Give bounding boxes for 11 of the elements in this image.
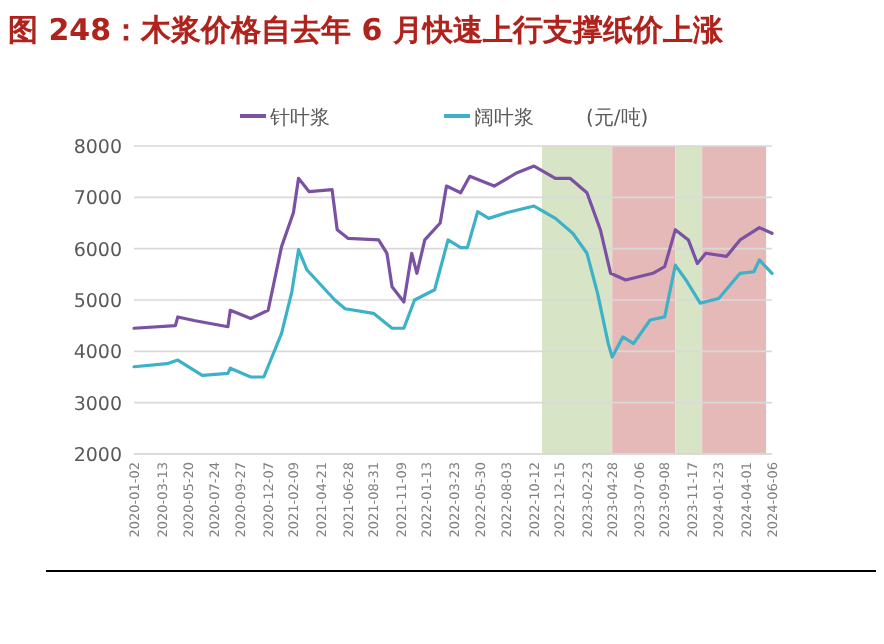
- y-tick-label: 2000: [73, 445, 122, 467]
- title: 图 248：木浆价格自去年 6 月快速上行支撑纸价上涨: [8, 12, 723, 48]
- y-tick-label: 5000: [73, 291, 122, 313]
- legend-label: 阔叶浆: [474, 106, 534, 130]
- y-axis-title: (元/吨): [586, 106, 649, 130]
- y-tick-label: 6000: [73, 239, 122, 262]
- y-tick-label: 4000: [73, 342, 122, 365]
- y-tick-label: 8000: [73, 137, 122, 159]
- legend-label: 针叶浆: [268, 106, 330, 130]
- y-tick-label: 7000: [73, 188, 122, 211]
- y-tick-label: 3000: [73, 393, 122, 416]
